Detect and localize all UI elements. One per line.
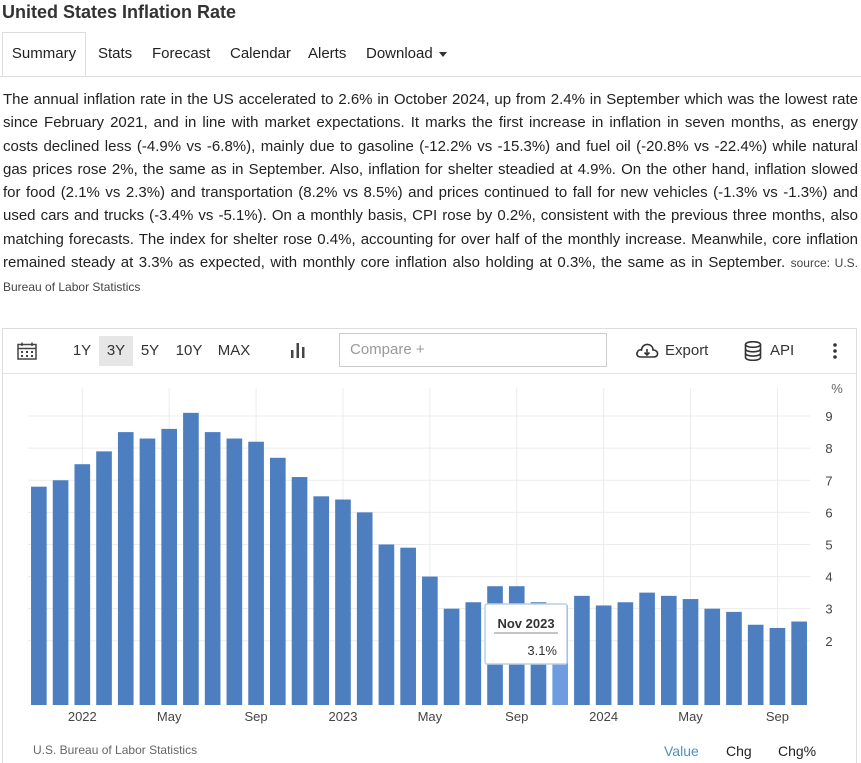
x-tick-label: May [678,709,703,724]
bar-mar-2023[interactable] [378,544,395,705]
summary-source: source: U.S. Bureau of Labor Statistics [3,256,858,295]
more-vertical-icon[interactable] [832,343,838,364]
bar-aug-2024[interactable] [747,624,764,705]
x-tick-label: 2023 [329,709,358,724]
bar-oct-2024[interactable] [791,621,807,705]
chart-tooltip: Nov 2023 3.1% [484,603,568,665]
calendar-icon[interactable] [17,342,37,365]
bar-dec-2023[interactable] [574,595,590,705]
x-tick-label: 2022 [68,709,97,724]
bar-mar-2024[interactable] [639,592,655,705]
tab-download[interactable]: Download [356,32,457,76]
range-max-button[interactable]: MAX [217,342,251,359]
bar-nov-2022[interactable] [291,477,308,705]
tooltip-box [484,603,568,665]
chart-toolbar: 1Y 3Y 5Y 10Y MAX Compare + Export [3,329,856,374]
y-tick-label: 9 [825,409,832,424]
bar-feb-2023[interactable] [356,512,373,705]
bar-jun-2022[interactable] [183,412,199,705]
tab-stats[interactable]: Stats [88,32,142,76]
chart-bars [31,412,807,705]
bar-may-2022[interactable] [161,428,178,705]
tab-alerts[interactable]: Alerts [298,32,356,76]
bar-jan-2022[interactable] [74,464,91,705]
range-3y-button[interactable]: 3Y [99,336,133,366]
x-tick-label: May [157,709,182,724]
y-tick-label: 4 [825,570,832,585]
bar-may-2024[interactable] [682,599,699,705]
y-axis: 2 3 4 5 6 7 8 9 [825,409,832,649]
tooltip-date: Nov 2023 [497,616,554,631]
y-tick-label: 5 [825,537,832,552]
bar-jul-2022[interactable] [204,432,221,705]
tab-summary-label: Summary [11,45,77,62]
bar-sep-2024[interactable] [769,627,786,705]
x-tick-label: 2024 [589,709,618,724]
mode-value-button[interactable]: Value [664,743,699,759]
summary-text: The annual inflation rate in the US acce… [3,91,858,272]
bar-sep-2022[interactable] [248,441,264,705]
y-tick-label: 3 [825,602,832,617]
mode-chg-percent-button[interactable]: Chg% [778,743,817,759]
tab-forecast[interactable]: Forecast [142,32,220,76]
tab-alerts-label: Alerts [308,45,347,62]
bar-apr-2023[interactable] [400,547,416,705]
bar-jul-2023[interactable] [465,602,482,705]
x-axis: 2022 May Sep 2023 May Sep 2024 May Sep [68,709,789,724]
caret-down-icon [438,51,447,57]
y-axis-unit-label: % [831,381,843,396]
y-tick-label: 2 [825,634,832,649]
y-tick-label: 8 [825,441,832,456]
bar-nov-2021[interactable] [31,486,47,705]
tab-calendar[interactable]: Calendar [220,32,301,76]
bar-aug-2022[interactable] [226,438,243,705]
tab-bar: Summary Stats Forecast Calendar Alerts D… [0,32,861,77]
x-tick-label: Sep [766,709,789,724]
api-button[interactable]: API [770,342,795,359]
bar-dec-2021[interactable] [52,480,69,705]
x-tick-label: May [418,709,443,724]
y-tick-label: 6 [825,505,832,520]
range-10y-button[interactable]: 10Y [175,342,203,359]
export-button[interactable]: Export [665,342,709,359]
range-1y-button[interactable]: 1Y [72,342,92,359]
bar-apr-2022[interactable] [139,438,156,705]
tab-forecast-label: Forecast [152,45,211,62]
compare-input[interactable]: Compare + [339,333,607,367]
tab-download-label: Download [366,45,433,62]
page-title: United States Inflation Rate [2,2,237,22]
bar-dec-2022[interactable] [313,496,330,705]
summary-text-block: The annual inflation rate in the US acce… [3,88,858,300]
chart-panel: 1Y 3Y 5Y 10Y MAX Compare + Export [2,328,857,763]
mode-chg-button[interactable]: Chg [726,743,752,759]
bar-jul-2024[interactable] [726,611,742,705]
tab-calendar-label: Calendar [230,45,291,62]
bar-chart-icon[interactable] [290,342,306,363]
bar-jan-2023[interactable] [335,499,351,705]
bar-oct-2022[interactable] [269,457,286,705]
cloud-download-icon[interactable] [635,342,659,365]
tab-summary[interactable]: Summary [2,32,86,76]
range-5y-button[interactable]: 5Y [140,342,160,359]
database-icon[interactable] [744,340,762,366]
bar-jan-2024[interactable] [595,605,612,705]
bar-mar-2022[interactable] [117,432,134,705]
bar-jun-2024[interactable] [704,608,721,705]
bar-may-2023[interactable] [422,576,438,705]
x-tick-label: Sep [505,709,528,724]
tooltip-value: 3.1% [527,643,557,658]
bar-jun-2023[interactable] [443,608,460,705]
x-tick-label: Sep [245,709,268,724]
chart-source: U.S. Bureau of Labor Statistics [33,743,198,757]
bar-apr-2024[interactable] [660,595,677,705]
bar-feb-2022[interactable] [96,451,112,705]
y-tick-label: 7 [825,473,832,488]
tab-stats-label: Stats [98,45,133,62]
bar-feb-2024[interactable] [617,602,634,705]
